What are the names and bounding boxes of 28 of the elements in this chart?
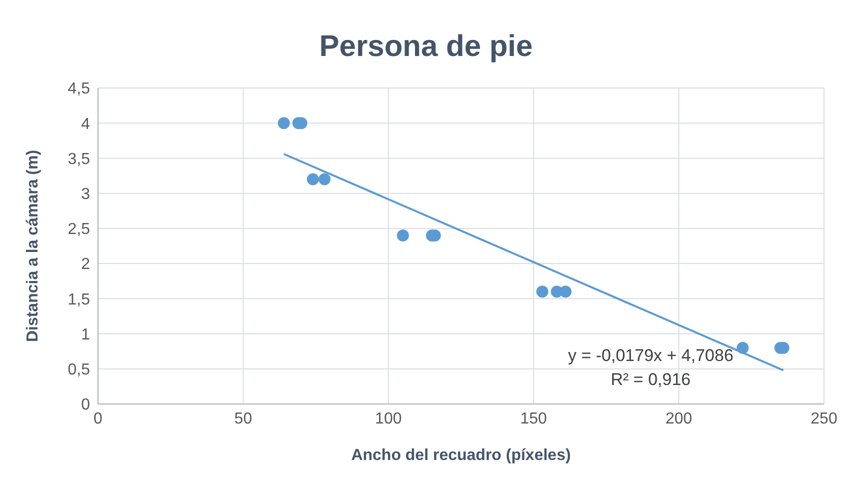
x-tick-label: 100 xyxy=(375,410,402,428)
y-tick-label: 0 xyxy=(81,396,90,414)
annotation: y = -0,0179x + 4,7086 xyxy=(568,345,734,367)
y-tick-label: 2 xyxy=(81,256,90,274)
y-tick-label: 1,5 xyxy=(68,291,90,308)
y-tick-label: 3,5 xyxy=(68,150,90,168)
chart-title: Persona de pie xyxy=(318,29,534,65)
x-axis-title: Ancho del recuadro (píxeles) xyxy=(351,447,571,464)
point xyxy=(736,342,749,354)
y-tick-label: 4 xyxy=(81,116,90,133)
y-axis-title: Distancia a la cámara (m) xyxy=(24,150,42,342)
x-tick-label: 150 xyxy=(520,410,548,428)
point xyxy=(536,286,548,298)
y-tick-label: 1 xyxy=(81,326,90,344)
x-tick-label: 0 xyxy=(94,410,103,428)
point xyxy=(396,229,409,242)
y-tick-label: 0,5 xyxy=(68,362,90,379)
y-tick-label: 2,5 xyxy=(68,221,90,238)
y-tick-label: 3 xyxy=(81,186,90,204)
annotation: R² = 0,916 xyxy=(610,369,692,391)
point xyxy=(560,286,572,298)
x-tick-label: 250 xyxy=(810,410,838,428)
point xyxy=(318,173,331,186)
y-tick-label: 4,5 xyxy=(68,80,90,98)
x-tick-label: 50 xyxy=(234,410,252,428)
point xyxy=(306,173,319,186)
point xyxy=(278,117,290,130)
x-tick-label: 200 xyxy=(665,410,692,428)
